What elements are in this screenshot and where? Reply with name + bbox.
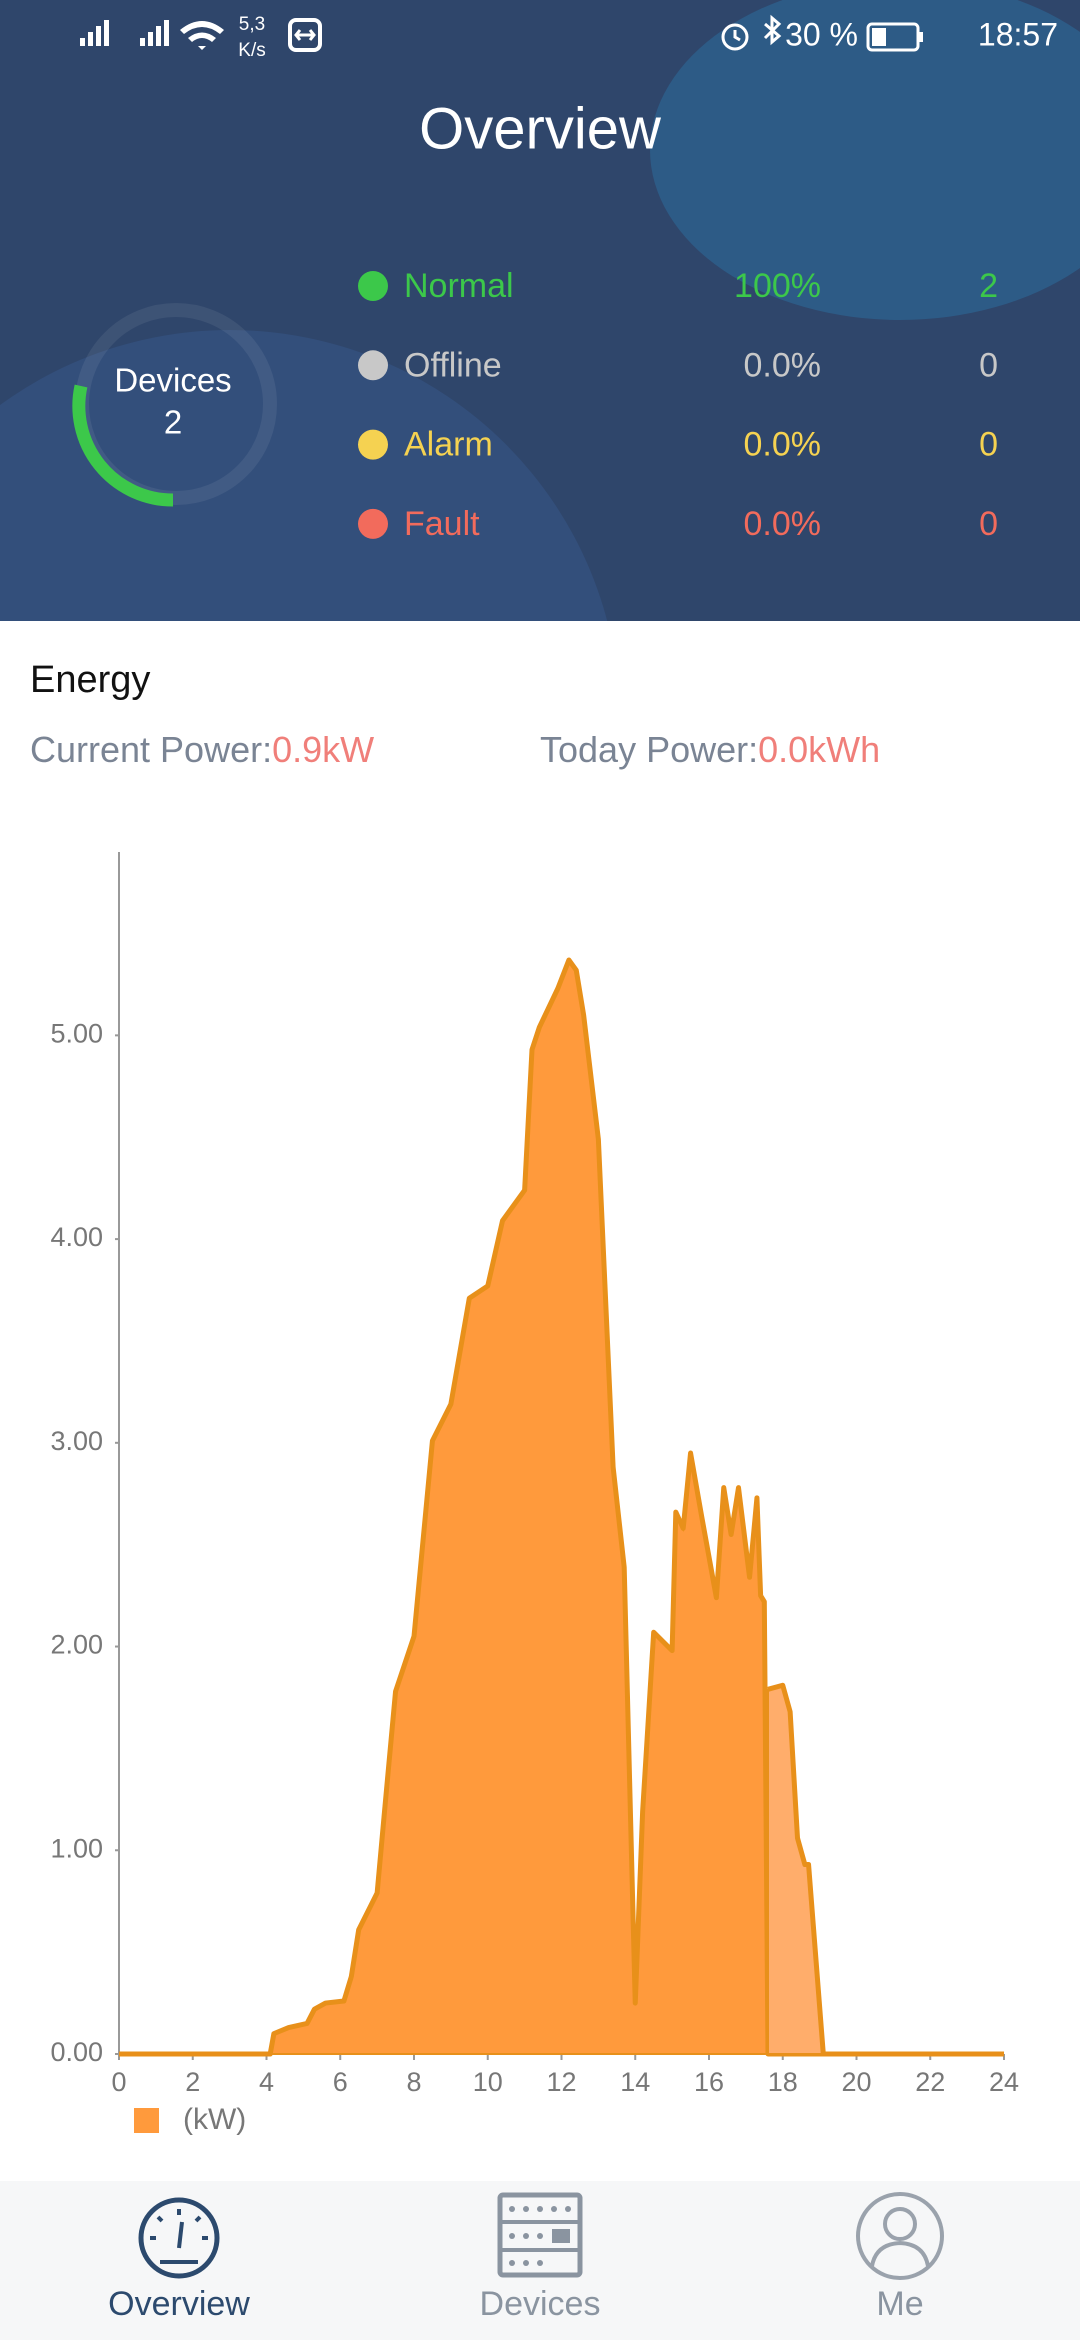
label: Current Power: <box>30 729 272 770</box>
status-percent: 0.0% <box>744 426 822 464</box>
gauge-detail <box>150 2209 208 2264</box>
area-line <box>767 1682 826 2055</box>
y-tick-label: 5.00 <box>50 1018 103 1048</box>
me-icon <box>856 2192 944 2280</box>
status-percent: 100% <box>734 267 821 305</box>
x-tick-label: 12 <box>546 2067 576 2097</box>
energy-title: Energy <box>30 659 150 701</box>
x-tick-label: 24 <box>989 2067 1019 2097</box>
status-dot <box>358 508 388 539</box>
me-head <box>883 2207 917 2241</box>
y-tick-label: 2.00 <box>50 1630 103 1660</box>
devices-count: 2 <box>164 404 182 441</box>
x-tick-label: 18 <box>768 2067 798 2097</box>
current-power: Current Power:0.9kW <box>30 729 374 770</box>
area-line <box>119 957 1004 2057</box>
net-speed: 5,3 <box>239 14 265 35</box>
status-dot <box>358 429 388 460</box>
today-power: Today Power:0.0kWh <box>540 729 880 770</box>
x-tick-label: 22 <box>915 2067 945 2097</box>
x-tick-label: 0 <box>111 2067 126 2097</box>
nav-label: Overview <box>108 2285 250 2323</box>
status-icons <box>80 14 923 52</box>
status-label: Offline <box>404 346 502 384</box>
x-tick-label: 2 <box>185 2067 200 2097</box>
donut-arc <box>72 384 174 507</box>
net-speed-unit: K/s <box>238 40 265 61</box>
y-tick-label: 3.00 <box>50 1426 103 1456</box>
status-count: 2 <box>979 267 998 305</box>
status-label: Fault <box>404 505 480 543</box>
battery-text: 30 % <box>785 16 858 52</box>
devices-icon <box>497 2192 583 2278</box>
nav-me[interactable]: Me <box>856 2192 944 2323</box>
area-fill <box>767 1684 825 2055</box>
nav-label: Devices <box>480 2285 601 2323</box>
devices-label: Devices <box>114 362 231 399</box>
status-label: Normal <box>404 267 514 305</box>
nav-overview[interactable]: Overview <box>108 2197 250 2323</box>
header-decor <box>0 0 1080 621</box>
status-count: 0 <box>979 426 998 464</box>
y-tick-label: 0.00 <box>50 2037 103 2067</box>
value: 0.9kW <box>272 729 374 770</box>
value: 0.0kWh <box>758 729 880 770</box>
status-dot <box>358 271 388 301</box>
status-label: Alarm <box>404 426 493 464</box>
nav-label: Me <box>876 2285 923 2323</box>
x-tick-label: 20 <box>841 2067 871 2097</box>
x-tick-label: 8 <box>406 2067 421 2097</box>
x-tick-label: 10 <box>473 2067 503 2097</box>
blob <box>650 0 1080 320</box>
blob <box>0 330 608 621</box>
area-fill <box>119 957 1004 2055</box>
x-tick-label: 4 <box>259 2067 274 2097</box>
legend-label: (kW) <box>183 2103 246 2136</box>
clock: 18:57 <box>978 16 1058 52</box>
me-body <box>870 2240 930 2267</box>
status-percent: 0.0% <box>744 505 822 543</box>
gauge-icon <box>138 2197 220 2279</box>
y-tick-label: 1.00 <box>50 1833 103 1863</box>
label: Today Power: <box>540 729 758 770</box>
status-percent: 0.0% <box>744 346 822 384</box>
nav-devices[interactable]: Devices <box>480 2192 601 2323</box>
x-tick-label: 14 <box>620 2067 650 2097</box>
devices-detail <box>500 2220 580 2252</box>
x-tick-label: 16 <box>694 2067 724 2097</box>
devices-dots <box>509 2206 571 2266</box>
status-dot <box>358 350 388 381</box>
legend-swatch <box>134 2108 159 2133</box>
page-title: Overview <box>419 96 662 161</box>
y-tick-label: 4.00 <box>50 1222 103 1252</box>
status-count: 0 <box>979 346 998 384</box>
status-count: 0 <box>979 505 998 543</box>
x-tick-label: 6 <box>333 2067 348 2097</box>
